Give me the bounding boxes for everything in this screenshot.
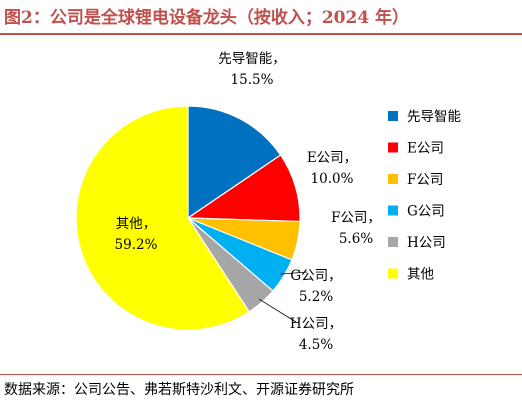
slice-value-4: 5.2%	[299, 289, 333, 305]
chart-title: 图2：公司是全球锂电设备龙头（按收入；2024 年）	[4, 8, 410, 28]
legend-swatch-2	[388, 142, 398, 153]
slice-value-2: 10.0%	[311, 171, 354, 187]
slice-labels: 先导智能， 15.5% E公司， 10.0% F公司， 5.6% G公司， 5.2% H公司， 4…	[115, 51, 381, 353]
legend-label-3: F公司	[407, 172, 443, 188]
slice-label-1: 先导智能，	[218, 51, 286, 67]
leader-line-5	[258, 298, 297, 323]
legend-swatch-4	[388, 205, 398, 216]
source-note: 数据来源：公司公告、弗若斯特沙利文、开源证券研究所	[4, 382, 354, 398]
legend-swatch-1	[388, 111, 398, 121]
leader-lines	[258, 271, 308, 323]
legend-label-2: E公司	[407, 141, 444, 157]
slice-value-1: 15.5%	[231, 72, 274, 88]
slice-label-6: 其他，	[116, 216, 157, 232]
slice-value-5: 4.5%	[299, 337, 333, 353]
slice-label-5: H公司，	[290, 316, 342, 332]
title-divider	[0, 33, 522, 35]
pie-slice-6	[75, 105, 251, 331]
legend-label-4: G公司	[407, 204, 445, 220]
legend-label-6: 其他	[407, 267, 434, 283]
slice-label-4: G公司，	[290, 268, 341, 284]
slice-label-2: E公司，	[307, 150, 357, 166]
legend-swatch-3	[388, 174, 398, 184]
leader-line-4	[280, 271, 308, 275]
slice-value-6: 59.2%	[115, 237, 158, 253]
legend-swatch-5	[388, 237, 398, 247]
legend-swatch-6	[388, 268, 398, 279]
source-divider	[0, 374, 522, 375]
legend-label-1: 先导智能	[407, 109, 461, 125]
slice-value-3: 5.6%	[339, 231, 373, 247]
legend-label-5: H公司	[407, 235, 446, 251]
slice-label-3: F公司，	[331, 210, 381, 226]
pie-slice-1	[187, 105, 282, 220]
pie-chart: 先导智能， 15.5% E公司， 10.0% F公司， 5.6% G公司， 5.2% H公司， 4…	[75, 51, 461, 353]
pie-slices	[75, 105, 301, 331]
